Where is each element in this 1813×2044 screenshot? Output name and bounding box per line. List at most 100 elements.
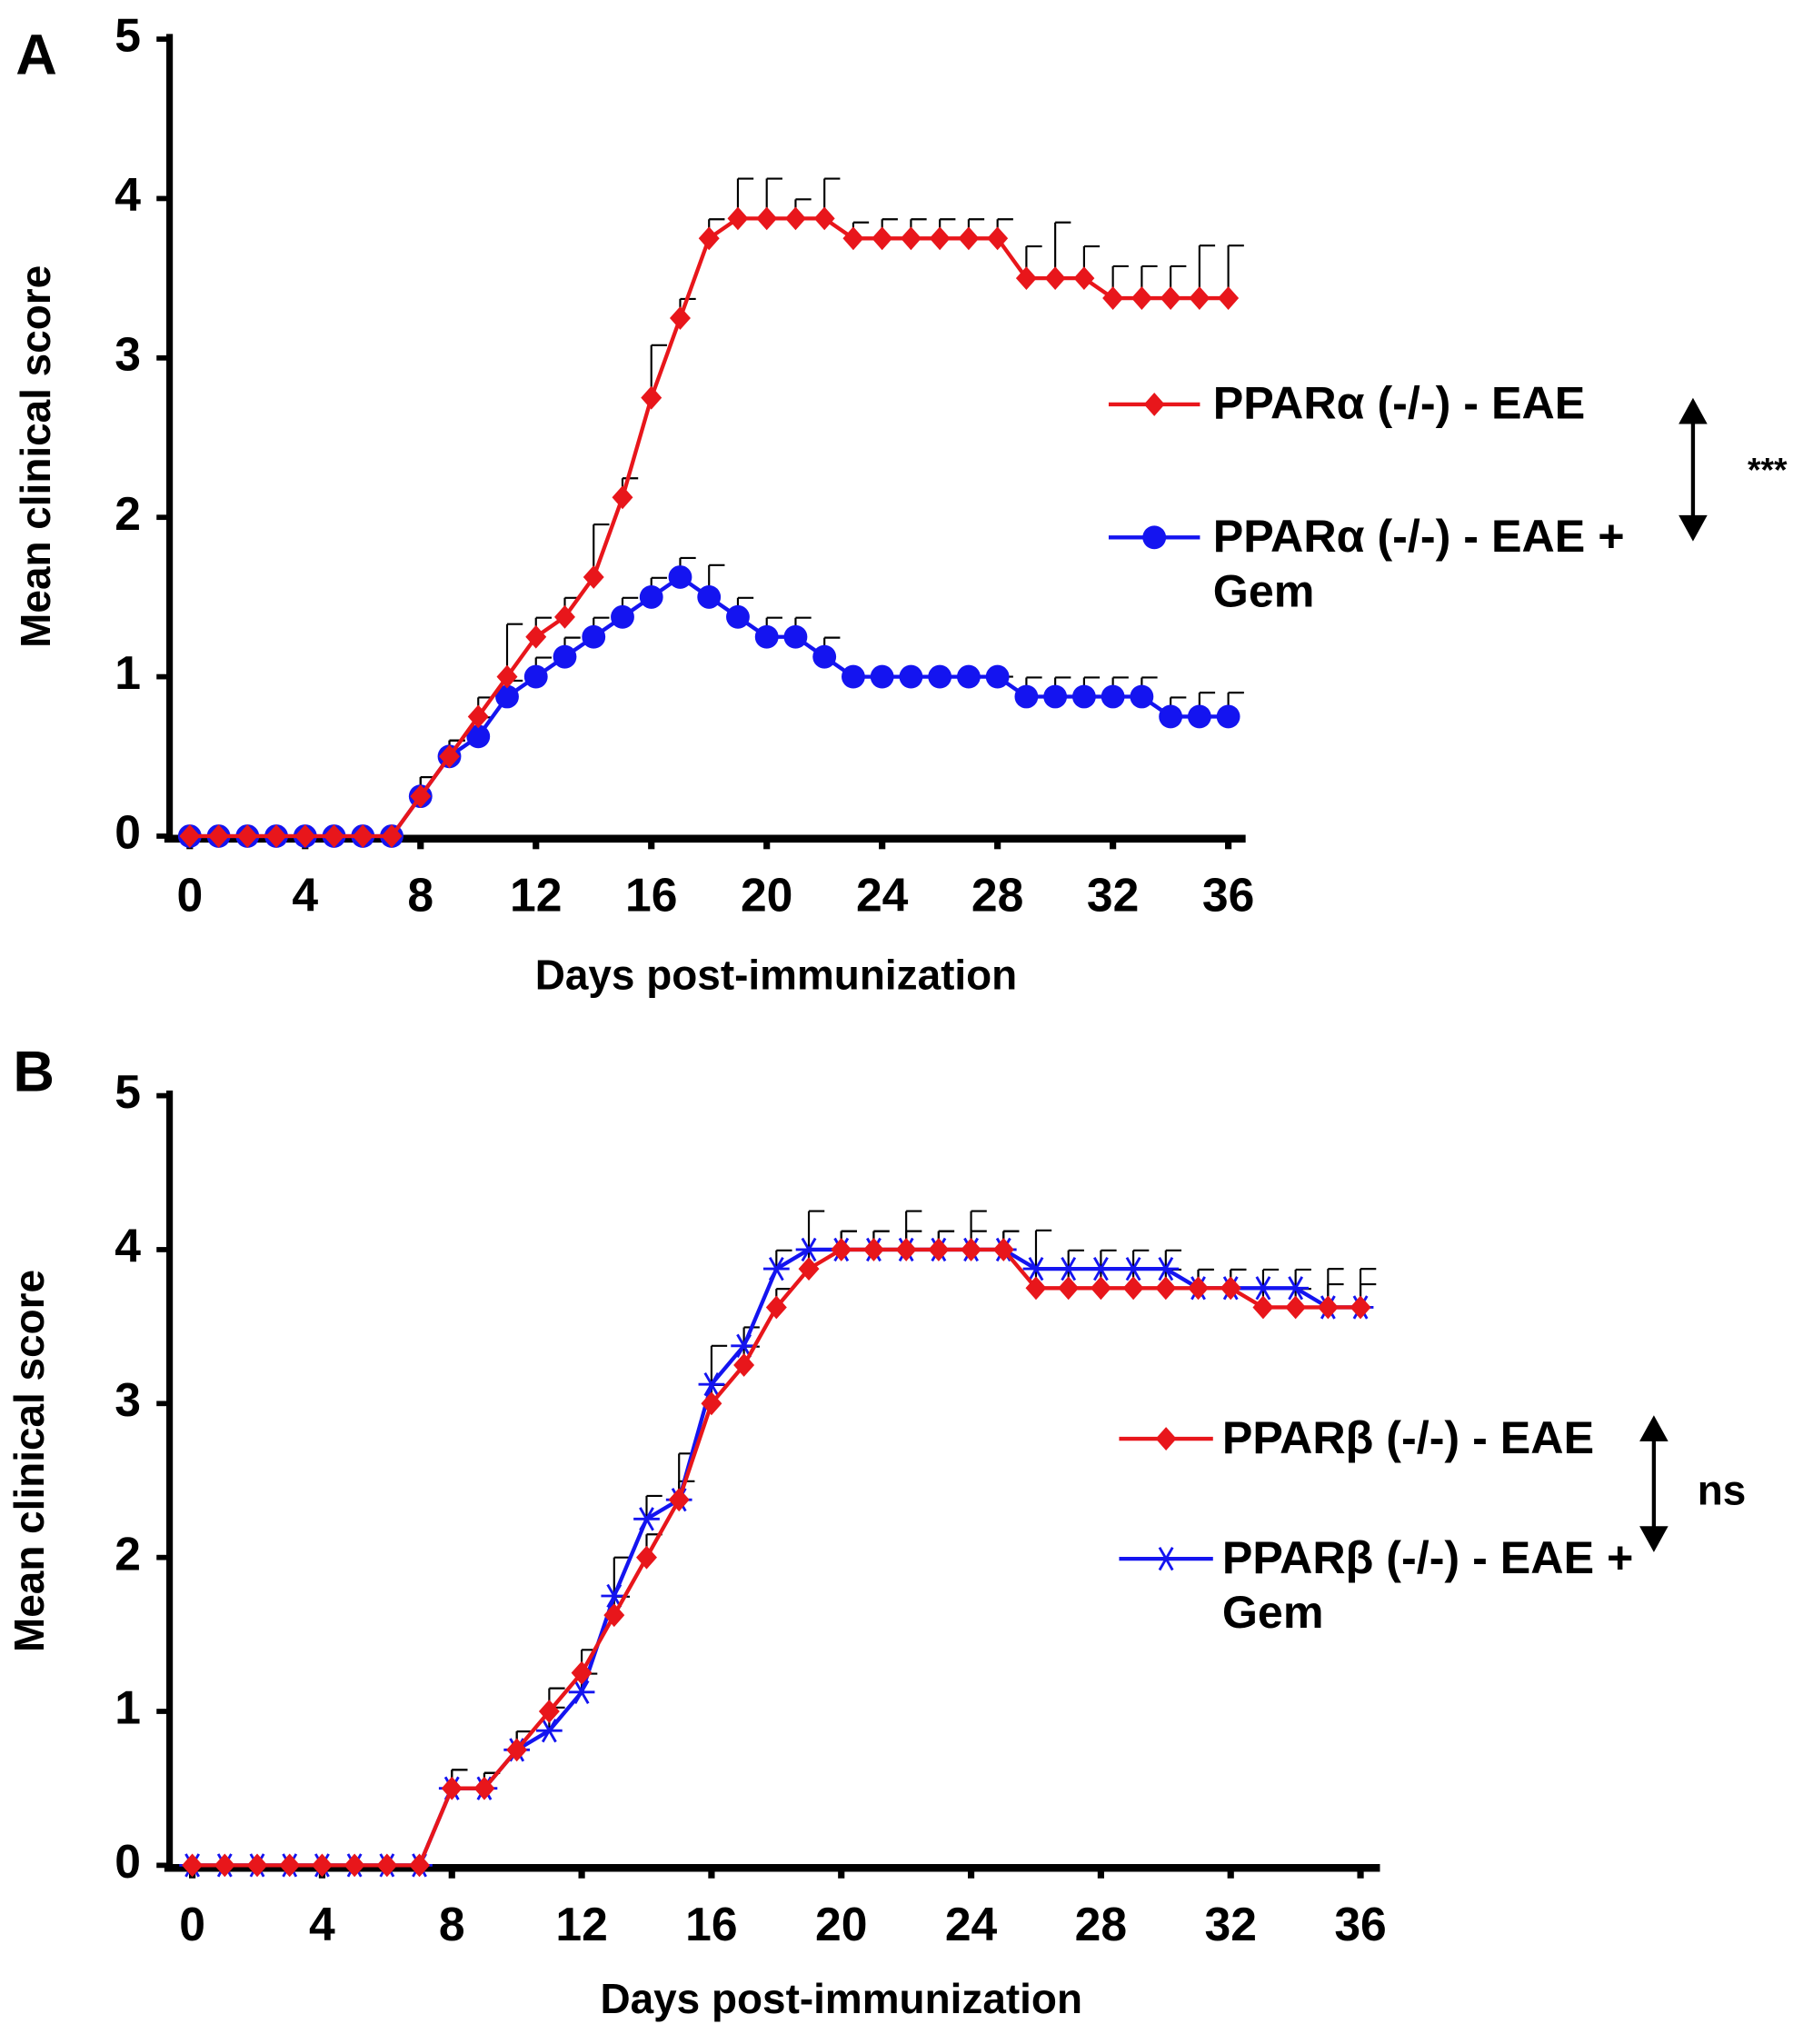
marker bbox=[956, 664, 981, 689]
marker bbox=[929, 226, 951, 251]
legend-entry: PPARα (-/-) - EAE + Gem bbox=[1213, 512, 1625, 617]
marker bbox=[611, 604, 634, 629]
y-tick-label: 4 bbox=[115, 1220, 141, 1272]
x-tick-label: 20 bbox=[815, 1898, 867, 1950]
x-axis-label: Days post-immunization bbox=[600, 1975, 1082, 2022]
marker bbox=[1120, 1256, 1147, 1281]
marker bbox=[236, 824, 258, 848]
x-tick-label: 12 bbox=[510, 869, 562, 922]
marker bbox=[870, 664, 894, 689]
legend-entry: PPARβ (-/-) - EAE + Gem bbox=[1222, 1532, 1634, 1638]
x-tick-label: 8 bbox=[407, 869, 433, 922]
marker-stroke bbox=[1028, 1256, 1044, 1281]
x-tick-label: 0 bbox=[179, 1898, 205, 1950]
y-tick-label: 1 bbox=[115, 1681, 141, 1734]
marker bbox=[961, 1238, 982, 1261]
marker bbox=[536, 1719, 563, 1743]
y-tick-label: 3 bbox=[115, 1373, 141, 1426]
x-tick-label: 28 bbox=[971, 869, 1023, 922]
marker bbox=[466, 724, 491, 749]
y-axis-label: Mean clinical score bbox=[12, 265, 59, 648]
x-tick-label: 36 bbox=[1202, 869, 1254, 922]
marker bbox=[1350, 1295, 1371, 1320]
marker bbox=[603, 1603, 625, 1628]
marker bbox=[1155, 1276, 1177, 1301]
x-tick-label: 4 bbox=[292, 869, 318, 922]
error-bar bbox=[645, 1494, 662, 1520]
legend-label: PPARβ (-/-) - EAE bbox=[1221, 1412, 1595, 1464]
marker bbox=[636, 1545, 657, 1570]
marker bbox=[1088, 1256, 1114, 1281]
marker bbox=[862, 1238, 884, 1261]
marker bbox=[467, 704, 489, 729]
marker bbox=[582, 624, 606, 649]
x-tick-label: 12 bbox=[555, 1898, 607, 1950]
marker bbox=[1159, 704, 1183, 729]
marker bbox=[765, 1295, 787, 1320]
marker bbox=[784, 206, 806, 231]
y-axis-label: Mean clinical score bbox=[5, 1270, 53, 1652]
x-tick-label: 16 bbox=[685, 1898, 737, 1950]
marker bbox=[668, 1488, 690, 1512]
marker bbox=[928, 1238, 950, 1261]
marker bbox=[571, 1660, 593, 1685]
marker-stroke bbox=[1288, 1276, 1304, 1301]
marker bbox=[842, 226, 864, 251]
marker bbox=[641, 385, 662, 410]
marker bbox=[756, 206, 778, 231]
marker-stroke bbox=[801, 1237, 817, 1262]
marker bbox=[352, 824, 374, 848]
marker bbox=[1142, 525, 1167, 550]
marker bbox=[813, 206, 835, 231]
marker bbox=[179, 824, 201, 848]
marker bbox=[568, 1680, 595, 1704]
marker bbox=[538, 1700, 560, 1723]
marker bbox=[506, 1738, 528, 1762]
error-bar bbox=[1100, 1249, 1117, 1270]
marker bbox=[1250, 1276, 1277, 1301]
marker bbox=[842, 664, 865, 689]
marker bbox=[409, 1853, 431, 1878]
marker-stroke bbox=[1092, 1256, 1109, 1281]
marker bbox=[1055, 1256, 1082, 1281]
marker bbox=[1058, 1276, 1080, 1301]
marker bbox=[754, 624, 779, 649]
marker bbox=[872, 226, 893, 251]
marker bbox=[441, 1776, 463, 1800]
arrow-head bbox=[1679, 397, 1708, 424]
error-bar bbox=[613, 1556, 631, 1596]
marker bbox=[344, 1853, 365, 1878]
marker bbox=[381, 824, 403, 848]
marker bbox=[583, 565, 604, 589]
marker bbox=[1101, 684, 1125, 709]
error-bar bbox=[1034, 1229, 1052, 1270]
marker bbox=[376, 1853, 398, 1878]
legend-entry: PPARβ (-/-) - EAE bbox=[1221, 1412, 1595, 1464]
marker bbox=[496, 664, 518, 689]
marker bbox=[633, 1507, 660, 1531]
error-bar bbox=[1132, 1249, 1150, 1270]
marker bbox=[1218, 286, 1240, 310]
marker bbox=[473, 1776, 495, 1800]
marker bbox=[410, 784, 432, 809]
marker bbox=[1187, 704, 1211, 729]
marker bbox=[1122, 1276, 1144, 1301]
marker bbox=[762, 1256, 790, 1281]
y-tick-label: 1 bbox=[115, 646, 141, 699]
y-tick-label: 5 bbox=[115, 1065, 141, 1118]
marker bbox=[1155, 1427, 1177, 1451]
marker-stroke bbox=[639, 1507, 654, 1531]
marker bbox=[812, 644, 837, 669]
marker bbox=[1130, 684, 1154, 709]
marker bbox=[523, 664, 548, 689]
marker bbox=[553, 644, 577, 669]
error-bar bbox=[775, 1249, 792, 1270]
marker bbox=[1073, 266, 1095, 291]
x-tick-label: 24 bbox=[945, 1898, 998, 1950]
arrow-head bbox=[1679, 514, 1708, 542]
y-tick-label: 3 bbox=[115, 327, 141, 380]
significance-label: *** bbox=[1748, 450, 1788, 488]
y-tick-label: 5 bbox=[115, 9, 141, 62]
error-bar bbox=[1164, 1249, 1182, 1270]
